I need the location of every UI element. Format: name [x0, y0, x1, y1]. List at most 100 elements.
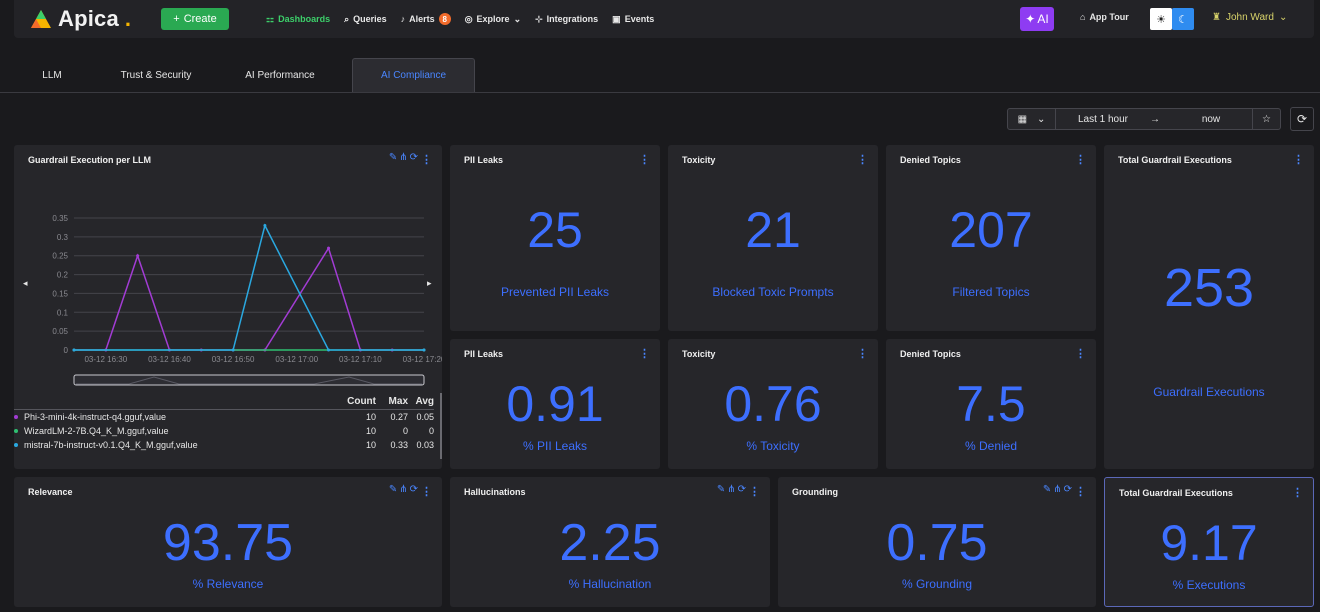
nav-integrations[interactable]: ⊹ Integrations	[535, 14, 598, 25]
nav-alerts[interactable]: ♪ Alerts 8	[401, 13, 451, 25]
time-range-from[interactable]: Last 1 hour	[1077, 113, 1129, 125]
stat-value: 207	[949, 202, 1033, 258]
legend-label: mistral-7b-instruct-v0.1.Q4_K_M.gguf,val…	[24, 440, 198, 450]
nav-explore[interactable]: ◎ Explore ⌄	[465, 14, 521, 25]
panel-denied-topics: Denied Topics ⋮ 207 Filtered Topics	[886, 145, 1096, 331]
tab-trust-security[interactable]: Trust & Security	[120, 69, 192, 81]
time-range-picker[interactable]: ▦ ⌄ Last 1 hour → now ☆	[1007, 108, 1281, 130]
stat-value: 7.5	[956, 376, 1026, 432]
kebab-menu-icon[interactable]: ⋮	[1292, 487, 1303, 499]
kebab-menu-icon[interactable]: ⋮	[421, 154, 432, 166]
x-tick-label: 03-12 16:40	[148, 355, 191, 364]
create-button[interactable]: + Create	[161, 8, 229, 30]
panel-title: Toxicity	[682, 349, 716, 359]
legend-series-name: WizardLM-2-7B.Q4_K_M.gguf,value	[14, 426, 336, 436]
refresh-icon[interactable]: ⟳	[409, 152, 420, 163]
legend-avg: 0.03	[416, 440, 434, 450]
nav-events[interactable]: ▣ Events	[612, 14, 654, 25]
edit-icon[interactable]: ✎	[388, 152, 400, 163]
refresh-icon[interactable]: ⟳	[409, 484, 420, 495]
refresh-icon[interactable]: ⟳	[737, 484, 748, 495]
edit-icon[interactable]: ✎	[388, 484, 400, 495]
legend-row[interactable]: Phi-3-mini-4k-instruct-q4.gguf,value 10 0.…	[14, 410, 434, 424]
refresh-button[interactable]: ⟳	[1290, 107, 1314, 131]
y-tick-label: 0.25	[52, 252, 68, 261]
panel-relevance: Relevance ✎⋔⟳ ⋮ 93.75 % Relevance	[14, 477, 442, 607]
nav-dashboards[interactable]: ⚏ Dashboards	[266, 14, 330, 25]
legend-series-name: mistral-7b-instruct-v0.1.Q4_K_M.gguf,val…	[14, 440, 336, 450]
legend-row[interactable]: WizardLM-2-7B.Q4_K_M.gguf,value 10 0 0	[14, 424, 434, 438]
apica-logo[interactable]: Apica.	[30, 6, 131, 32]
share-icon[interactable]: ⋔	[727, 484, 738, 495]
kebab-menu-icon[interactable]: ⋮	[1075, 348, 1086, 360]
calendar-dropdown[interactable]: ▦ ⌄	[1008, 109, 1056, 129]
panel-total-executions-pct: Total Guardrail Executions ⋮ 9.17 % Exec…	[1104, 477, 1314, 607]
legend-scrollbar	[440, 393, 442, 459]
tab-ai-compliance[interactable]: AI Compliance	[352, 58, 475, 92]
data-point	[422, 348, 426, 352]
theme-toggle[interactable]: ☀ ☾	[1150, 8, 1194, 30]
legend-avg: 0.05	[416, 412, 434, 422]
sparkle-icon: ✦	[1025, 12, 1036, 26]
panel-title: Denied Topics	[900, 155, 961, 165]
nav-dashboards-label: Dashboards	[278, 14, 331, 24]
kebab-menu-icon[interactable]: ⋮	[421, 486, 432, 498]
legend-avg: 0	[428, 426, 434, 436]
chart-next-arrow-icon[interactable]: ▸	[427, 279, 432, 289]
nav-events-label: Events	[624, 14, 655, 24]
chart-range-slider[interactable]	[73, 374, 425, 386]
kebab-menu-icon[interactable]: ⋮	[749, 486, 760, 498]
edit-icon[interactable]: ✎	[716, 484, 728, 495]
legend-label: WizardLM-2-7B.Q4_K_M.gguf,value	[24, 426, 169, 436]
panel-actions: ✎⋔⟳	[389, 484, 420, 495]
panel-pii-leaks-pct: PII Leaks ⋮ 0.91 % PII Leaks	[450, 339, 660, 469]
kebab-menu-icon[interactable]: ⋮	[857, 154, 868, 166]
y-tick-label: 0.35	[52, 214, 68, 223]
kebab-menu-icon[interactable]: ⋮	[1075, 486, 1086, 498]
stat-value: 0.91	[506, 376, 604, 432]
stat-value: 0.76	[724, 376, 822, 432]
user-name: John Ward	[1225, 12, 1274, 23]
ai-button[interactable]: ✦ AI	[1020, 7, 1054, 31]
star-icon[interactable]: ☆	[1252, 109, 1280, 129]
compass-icon: ◎	[464, 13, 473, 24]
nav-queries[interactable]: ⌕ Queries	[344, 14, 387, 25]
kebab-menu-icon[interactable]: ⋮	[639, 348, 650, 360]
refresh-icon[interactable]: ⟳	[1063, 484, 1074, 495]
legend-series-name: Phi-3-mini-4k-instruct-q4.gguf,value	[14, 412, 336, 422]
panel-grounding: Grounding ✎⋔⟳ ⋮ 0.75 % Grounding	[778, 477, 1096, 607]
legend-label: Phi-3-mini-4k-instruct-q4.gguf,value	[24, 412, 167, 422]
kebab-menu-icon[interactable]: ⋮	[1293, 154, 1304, 166]
legend-max: 0.27	[390, 412, 408, 422]
panel-pii-leaks: PII Leaks ⋮ 25 Prevented PII Leaks	[450, 145, 660, 331]
edit-icon[interactable]: ✎	[1042, 484, 1054, 495]
data-point	[231, 348, 235, 352]
share-icon[interactable]: ⋔	[399, 484, 410, 495]
panel-title: Denied Topics	[900, 349, 961, 359]
share-icon[interactable]: ⋔	[399, 152, 410, 163]
tab-llm[interactable]: LLM	[42, 69, 62, 81]
legend-count: 10	[365, 426, 376, 436]
series-line	[74, 246, 424, 351]
chart-prev-arrow-icon[interactable]: ◂	[23, 279, 28, 289]
app-tour-button[interactable]: ⌂ App Tour	[1080, 12, 1129, 22]
moon-icon[interactable]: ☾	[1172, 8, 1194, 30]
main-nav: ⚏ Dashboards ⌕ Queries ♪ Alerts 8 ◎ Expl…	[266, 0, 654, 38]
data-point	[263, 224, 267, 228]
stat-label: % Hallucination	[568, 577, 652, 591]
x-tick-label: 03-12 17:00	[275, 355, 318, 364]
kebab-menu-icon[interactable]: ⋮	[857, 348, 868, 360]
app-tour-label: App Tour	[1089, 12, 1129, 22]
sun-icon[interactable]: ☀	[1150, 8, 1172, 30]
kebab-menu-icon[interactable]: ⋮	[639, 154, 650, 166]
user-menu[interactable]: ♜ John Ward ⌄	[1212, 12, 1287, 23]
kebab-menu-icon[interactable]: ⋮	[1075, 154, 1086, 166]
legend-max: 0.33	[390, 440, 408, 450]
panel-title: Relevance	[28, 487, 73, 497]
legend-row[interactable]: mistral-7b-instruct-v0.1.Q4_K_M.gguf,val…	[14, 438, 434, 452]
tab-ai-performance[interactable]: AI Performance	[245, 69, 315, 81]
share-icon[interactable]: ⋔	[1053, 484, 1064, 495]
legend-dot	[14, 415, 18, 419]
time-range-to[interactable]: now	[1201, 113, 1221, 125]
legend-count: 10	[365, 440, 376, 450]
